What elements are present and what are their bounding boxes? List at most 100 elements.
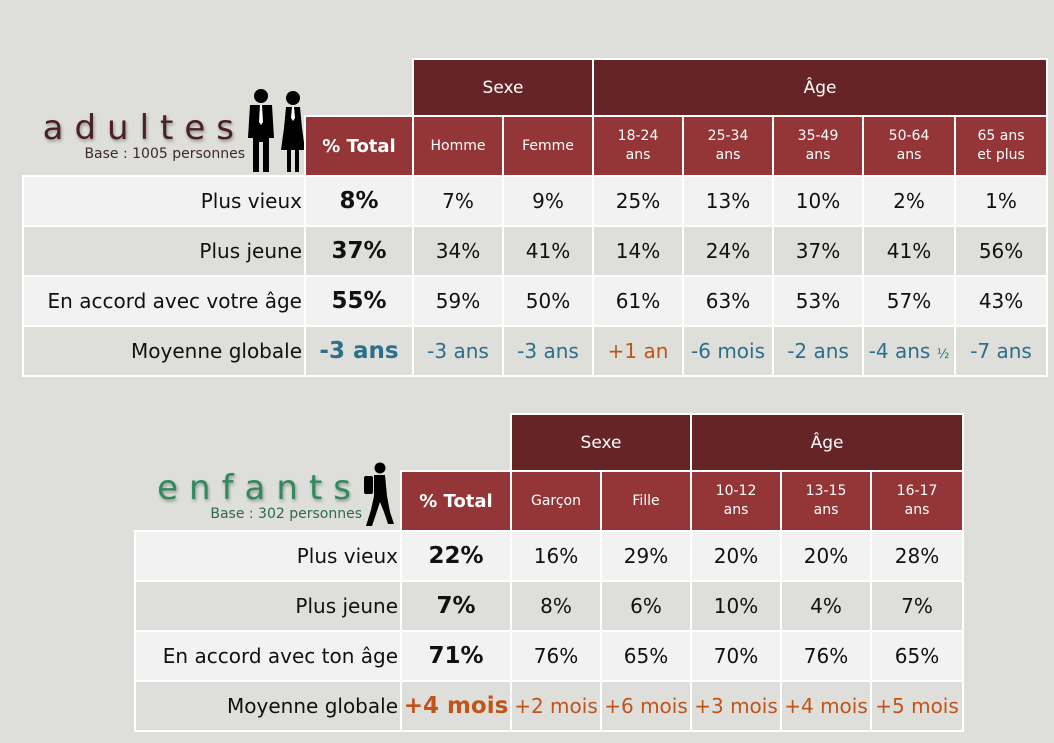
kids-header-10-12: 10-12 ans <box>690 470 783 532</box>
kids-title: enfants <box>157 468 362 508</box>
total-cell: 8% <box>304 175 414 227</box>
value-cell: 37% <box>772 225 865 277</box>
row-label: Plus jeune <box>22 225 305 277</box>
adults-base: Base : 1005 personnes <box>84 146 245 162</box>
value-cell: 65% <box>870 630 965 682</box>
table-row: En accord avec votre âge 55% 59% 50% 61%… <box>22 275 1049 327</box>
kids-base: Base : 302 personnes <box>210 506 362 522</box>
value-cell: 76% <box>510 630 602 682</box>
value-cell: 13% <box>682 175 775 227</box>
hiker-child-icon <box>364 462 394 526</box>
value-cell: -3 ans <box>412 325 504 377</box>
value-cell: 14% <box>592 225 685 277</box>
total-cell: 7% <box>400 580 512 632</box>
value-cell: 2% <box>862 175 957 227</box>
adults-header-50-64: 50-64 ans <box>862 115 957 177</box>
kids-table: Sexe Âge % Total Garçon Fille 10-12 ans … <box>134 413 965 732</box>
value-cell: 24% <box>682 225 775 277</box>
kids-header-fille: Fille <box>599 470 693 532</box>
total-cell: +4 mois <box>400 680 512 732</box>
value-cell: +3 mois <box>690 680 783 732</box>
adults-header-homme: Homme <box>412 115 504 177</box>
value-cell: 4% <box>780 580 873 632</box>
value-cell: +6 mois <box>599 680 693 732</box>
value-cell: 41% <box>501 225 595 277</box>
value-cell: -3 ans <box>501 325 595 377</box>
value-cell: 57% <box>862 275 957 327</box>
table-row: Plus jeune 7% 8% 6% 10% 4% 7% <box>134 580 965 632</box>
table-row: Plus jeune 37% 34% 41% 14% 24% 37% 41% 5… <box>22 225 1049 277</box>
value-cell: 25% <box>592 175 685 227</box>
total-cell: -3 ans <box>304 325 414 377</box>
kids-title-block: enfants Base : 302 personnes <box>140 470 362 522</box>
value-cell: 7% <box>412 175 504 227</box>
table-row: Moyenne globale -3 ans -3 ans -3 ans +1 … <box>22 325 1049 377</box>
row-label: Moyenne globale <box>22 325 305 377</box>
value-cell: 28% <box>870 530 965 582</box>
adults-title: adultes <box>42 108 245 148</box>
value-cell: 10% <box>690 580 783 632</box>
value-cell: 20% <box>690 530 783 582</box>
kids-header-age: Âge <box>690 413 965 472</box>
row-label: Plus jeune <box>134 580 401 632</box>
value-cell: -7 ans <box>954 325 1049 377</box>
value-cell: 76% <box>780 630 873 682</box>
value-cell: 65% <box>599 630 693 682</box>
value-cell: +4 mois <box>780 680 873 732</box>
value-cell: 59% <box>412 275 504 327</box>
value-cell: 20% <box>780 530 873 582</box>
value-cell: 61% <box>592 275 685 327</box>
row-label: Plus vieux <box>22 175 305 227</box>
value-cell: 53% <box>772 275 865 327</box>
value-cell: 1% <box>954 175 1049 227</box>
total-cell: 22% <box>400 530 512 582</box>
adults-header-65plus: 65 ans et plus <box>954 115 1049 177</box>
table-row: En accord avec ton âge 71% 76% 65% 70% 7… <box>134 630 965 682</box>
value-cell: 63% <box>682 275 775 327</box>
adults-header-sexe: Sexe <box>411 58 595 117</box>
row-label: En accord avec ton âge <box>134 630 401 682</box>
value-cell: +1 an <box>592 325 685 377</box>
kids-header-total: % Total <box>400 470 512 532</box>
row-label: En accord avec votre âge <box>22 275 305 327</box>
value-cell: 6% <box>599 580 693 632</box>
total-cell: 55% <box>304 275 414 327</box>
adults-header-25-34: 25-34 ans <box>682 115 775 177</box>
adults-header-35-49: 35-49 ans <box>772 115 865 177</box>
adults-header-age: Âge <box>592 58 1049 117</box>
value-cell: 29% <box>599 530 693 582</box>
couple-icon <box>248 89 305 172</box>
total-cell: 37% <box>304 225 414 277</box>
row-label: Plus vieux <box>134 530 401 582</box>
kids-header-garcon: Garçon <box>510 470 602 532</box>
value-cell: 7% <box>870 580 965 632</box>
value-cell: 34% <box>412 225 504 277</box>
kids-header-sexe: Sexe <box>509 413 693 472</box>
adults-header-18-24: 18-24 ans <box>592 115 685 177</box>
kids-header-16-17: 16-17 ans <box>870 470 965 532</box>
value-cell: +5 mois <box>870 680 965 732</box>
value-cell: 16% <box>510 530 602 582</box>
adults-header-femme: Femme <box>501 115 595 177</box>
adults-header-total: % Total <box>304 115 414 177</box>
value-cell: 50% <box>501 275 595 327</box>
value-cell: 70% <box>690 630 783 682</box>
value-cell: 8% <box>510 580 602 632</box>
row-label: Moyenne globale <box>134 680 401 732</box>
value-cell: 10% <box>772 175 865 227</box>
kids-header-13-15: 13-15 ans <box>780 470 873 532</box>
value-cell: -6 mois <box>682 325 775 377</box>
value-cell: -2 ans <box>772 325 865 377</box>
table-row: Plus vieux 8% 7% 9% 25% 13% 10% 2% 1% <box>22 175 1049 227</box>
adults-title-block: adultes Base : 1005 personnes <box>30 110 245 162</box>
table-row: Plus vieux 22% 16% 29% 20% 20% 28% <box>134 530 965 582</box>
value-cell: 43% <box>954 275 1049 327</box>
value-cell: 56% <box>954 225 1049 277</box>
value-cell: +2 mois <box>510 680 602 732</box>
value-cell: -4 ans ½ <box>862 325 957 377</box>
value-cell: 41% <box>862 225 957 277</box>
total-cell: 71% <box>400 630 512 682</box>
value-cell: 9% <box>501 175 595 227</box>
adults-table: Sexe Âge % Total Homme Femme 18-24 ans 2… <box>22 58 1049 377</box>
table-row: Moyenne globale +4 mois +2 mois +6 mois … <box>134 680 965 732</box>
